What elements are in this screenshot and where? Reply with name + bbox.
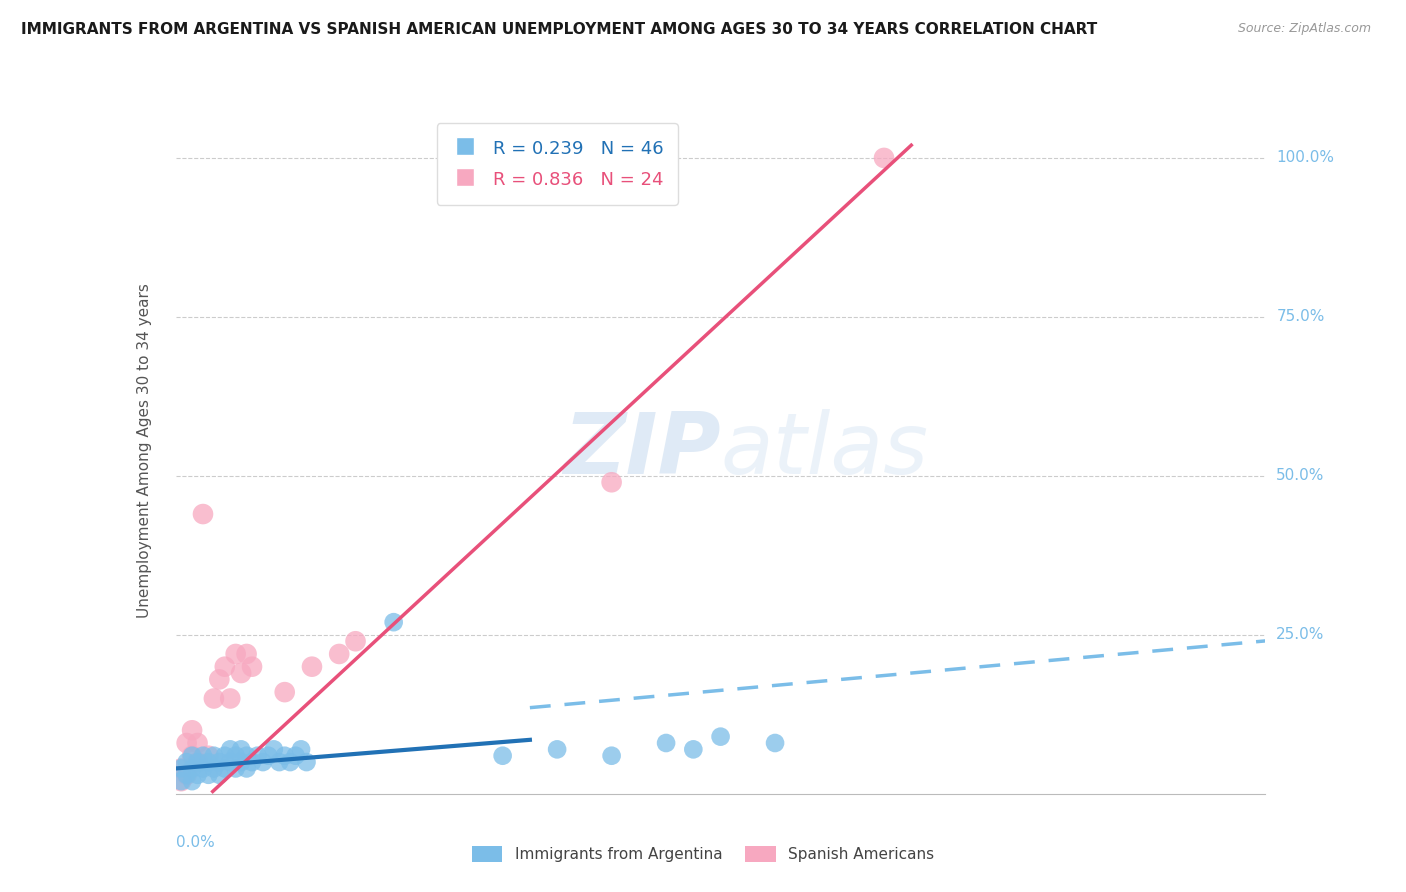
Point	[170, 761, 193, 775]
Point	[181, 748, 204, 763]
Point	[208, 673, 231, 687]
Text: Source: ZipAtlas.com: Source: ZipAtlas.com	[1237, 22, 1371, 36]
Text: atlas: atlas	[721, 409, 928, 492]
Point	[197, 748, 219, 763]
Point	[225, 647, 247, 661]
Text: 50.0%: 50.0%	[1277, 468, 1324, 483]
Point	[202, 691, 225, 706]
Point	[181, 774, 204, 789]
Point	[263, 742, 285, 756]
Text: 100.0%: 100.0%	[1277, 151, 1334, 165]
Text: 0.0%: 0.0%	[176, 835, 215, 850]
Point	[301, 659, 323, 673]
Point	[225, 761, 247, 775]
Point	[655, 736, 678, 750]
Point	[763, 736, 786, 750]
Point	[269, 755, 291, 769]
Point	[600, 475, 623, 490]
Point	[186, 755, 209, 769]
Point	[235, 761, 257, 775]
Point	[181, 761, 204, 775]
Point	[219, 755, 242, 769]
Point	[284, 748, 307, 763]
Point	[257, 748, 280, 763]
Point	[235, 647, 257, 661]
Point	[208, 768, 231, 782]
Text: ZIP: ZIP	[562, 409, 721, 492]
Text: IMMIGRANTS FROM ARGENTINA VS SPANISH AMERICAN UNEMPLOYMENT AMONG AGES 30 TO 34 Y: IMMIGRANTS FROM ARGENTINA VS SPANISH AME…	[21, 22, 1097, 37]
Text: 25.0%: 25.0%	[1277, 627, 1324, 642]
Point	[202, 748, 225, 763]
Point	[176, 736, 198, 750]
Point	[274, 685, 297, 699]
Point	[186, 736, 209, 750]
Point	[290, 742, 312, 756]
Point	[873, 151, 896, 165]
Point	[197, 755, 219, 769]
Text: 75.0%: 75.0%	[1277, 310, 1324, 325]
Point	[170, 774, 193, 789]
Point	[170, 761, 193, 775]
Point	[170, 774, 193, 789]
Legend: R = 0.239   N = 46, R = 0.836   N = 24: R = 0.239 N = 46, R = 0.836 N = 24	[437, 123, 678, 205]
Point	[231, 742, 253, 756]
Point	[191, 507, 214, 521]
Y-axis label: Unemployment Among Ages 30 to 34 years: Unemployment Among Ages 30 to 34 years	[138, 283, 152, 618]
Point	[328, 647, 350, 661]
Point	[682, 742, 704, 756]
Point	[214, 761, 236, 775]
Point	[240, 755, 263, 769]
Point	[252, 755, 274, 769]
Point	[181, 723, 204, 738]
Point	[214, 748, 236, 763]
Point	[202, 761, 225, 775]
Point	[197, 768, 219, 782]
Point	[295, 755, 318, 769]
Point	[181, 748, 204, 763]
Point	[240, 659, 263, 673]
Point	[600, 748, 623, 763]
Point	[492, 748, 515, 763]
Point	[546, 742, 568, 756]
Point	[231, 666, 253, 681]
Legend: Immigrants from Argentina, Spanish Americans: Immigrants from Argentina, Spanish Ameri…	[465, 840, 941, 868]
Point	[246, 748, 269, 763]
Point	[225, 748, 247, 763]
Point	[191, 761, 214, 775]
Point	[235, 748, 257, 763]
Point	[208, 755, 231, 769]
Point	[219, 742, 242, 756]
Point	[186, 755, 209, 769]
Point	[382, 615, 405, 630]
Point	[214, 659, 236, 673]
Point	[231, 755, 253, 769]
Point	[176, 768, 198, 782]
Point	[176, 755, 198, 769]
Point	[710, 730, 733, 744]
Point	[186, 768, 209, 782]
Point	[274, 748, 297, 763]
Point	[278, 755, 301, 769]
Point	[176, 768, 198, 782]
Point	[191, 748, 214, 763]
Point	[344, 634, 367, 648]
Point	[219, 691, 242, 706]
